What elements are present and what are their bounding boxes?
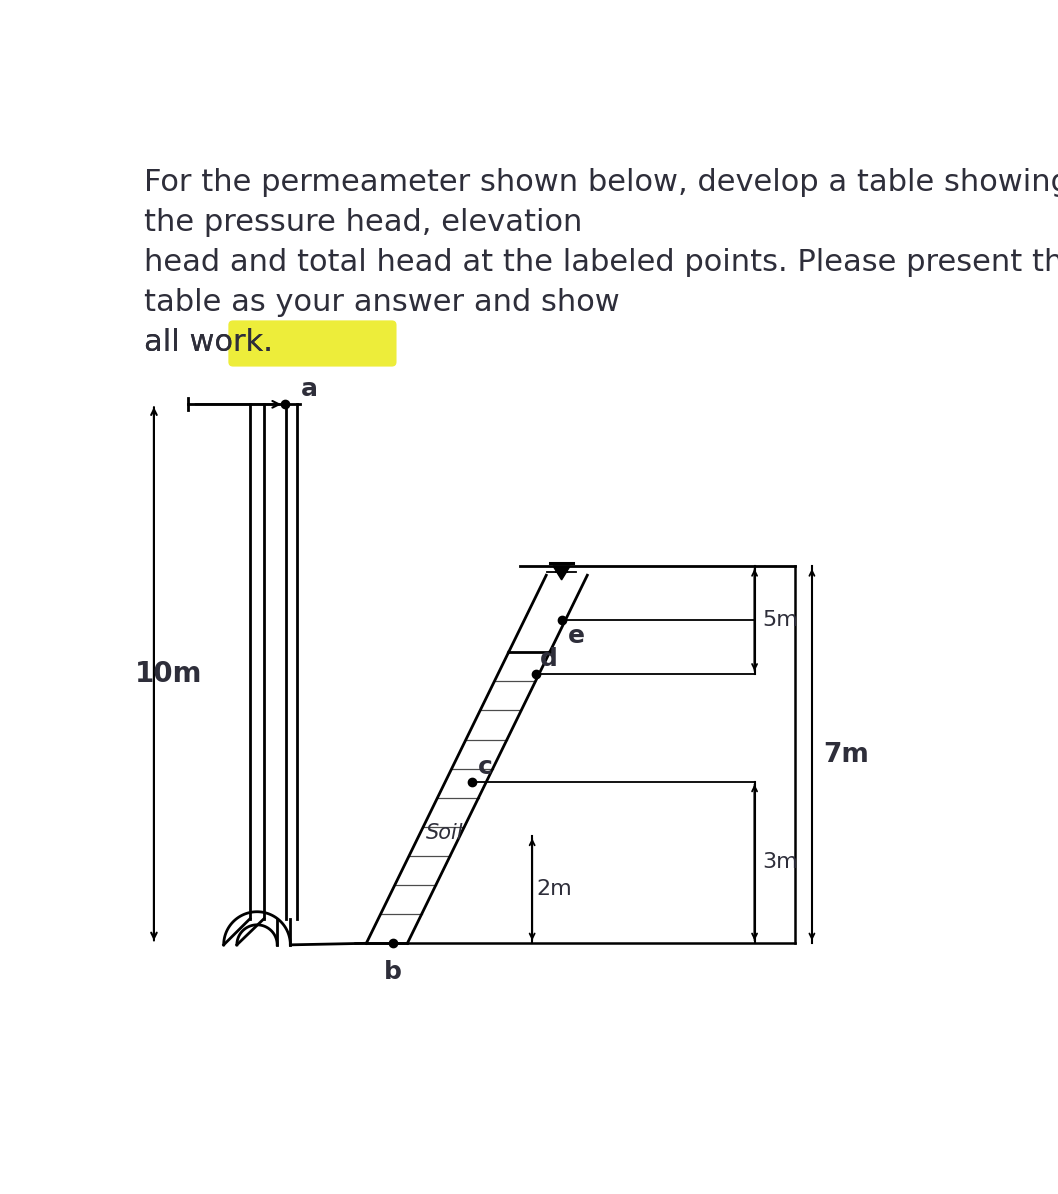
Text: the pressure head, elevation: the pressure head, elevation <box>144 208 582 236</box>
Text: d: d <box>540 647 558 671</box>
Text: 10m: 10m <box>134 660 202 688</box>
Text: b: b <box>384 960 402 984</box>
Text: 5m: 5m <box>763 610 798 630</box>
Text: 7m: 7m <box>823 741 869 768</box>
Text: c: c <box>478 755 493 778</box>
Text: all work.: all work. <box>144 328 273 357</box>
Text: e: e <box>568 623 585 648</box>
Text: table as your answer and show: table as your answer and show <box>144 288 620 318</box>
Text: head and total head at the labeled points. Please present this: head and total head at the labeled point… <box>144 248 1058 277</box>
FancyBboxPatch shape <box>229 320 397 367</box>
Text: a: a <box>302 377 318 401</box>
Text: For the permeameter shown below, develop a table showing: For the permeameter shown below, develop… <box>144 168 1058 197</box>
Text: 3m: 3m <box>763 853 798 873</box>
Polygon shape <box>553 566 570 580</box>
Text: all work.: all work. <box>144 328 273 357</box>
Text: 2m: 2m <box>536 880 572 899</box>
Text: Soil: Soil <box>425 823 463 843</box>
